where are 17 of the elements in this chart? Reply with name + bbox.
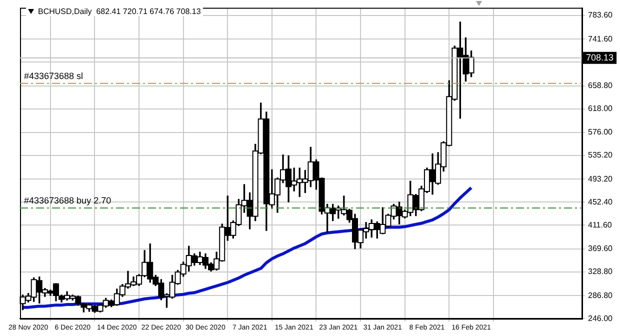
y-tick-label: 576.00 [588,128,614,137]
y-tick-label: 369.60 [588,244,614,254]
y-tick-label: 535.20 [588,150,614,160]
y-tick-label: 493.20 [588,174,614,184]
y-tick-label: 741.60 [588,34,614,44]
y-tick-label: 783.60 [588,10,614,20]
y-tick-label: 246.00 [588,314,614,323]
y-tick-label: 328.80 [588,267,614,276]
y-tick-label: 286.80 [588,290,614,300]
ref-line-label: #433673688 sl [24,70,84,81]
y-tick-label: 411.60 [588,220,612,230]
ref-line-label: #433673688 buy 2.70 [24,196,112,206]
ref-line-label: 708.13 [586,52,614,62]
y-tick-label: 658.80 [588,80,614,90]
chart-title: BCHUSD,Daily 682.41 720.71 674.76 708.13 [38,7,201,16]
y-tick-label: 618.00 [588,104,614,113]
y-tick-label: 452.40 [588,197,614,206]
